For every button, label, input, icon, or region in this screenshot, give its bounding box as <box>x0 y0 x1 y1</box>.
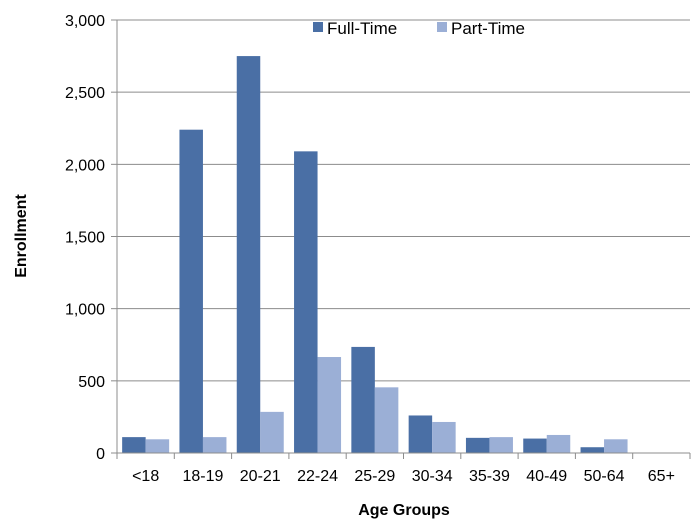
bar-full-time <box>294 151 318 454</box>
y-tick-label: 1,000 <box>65 302 105 319</box>
bar-part-time <box>317 357 342 453</box>
x-tick-label: 65+ <box>648 468 675 485</box>
x-tick-labels: <18 18-19 20-21 22-24 25-29 30-34 35-39 40-49 50… <box>132 468 675 485</box>
x-tick-label: 22-24 <box>297 468 338 485</box>
legend: Full-Time Part-Time <box>313 19 525 38</box>
legend-swatch-full-time <box>313 22 323 32</box>
bar-full-time <box>580 447 605 453</box>
x-tick-label: 50-64 <box>584 468 625 485</box>
bar-part-time <box>604 439 628 453</box>
y-tick-label: 2,500 <box>65 85 105 102</box>
bar-full-time <box>236 56 261 453</box>
axes <box>111 19 691 459</box>
bar-part-time <box>546 434 571 453</box>
bar-full-time <box>408 415 433 453</box>
legend-label-full-time: Full-Time <box>327 19 397 38</box>
bar-full-time <box>523 438 547 453</box>
bar-full-time <box>351 346 375 453</box>
bar-full-time <box>465 437 490 453</box>
x-tick-label: 20-21 <box>240 468 281 485</box>
bar-part-time <box>260 411 284 453</box>
bar-full-time <box>122 437 146 453</box>
y-tick-labels: 0 500 1,000 1,500 2,000 2,500 3,000 <box>65 13 105 463</box>
y-axis-title: Enrollment <box>13 194 30 278</box>
x-axis-title: Age Groups <box>358 502 450 519</box>
bar-part-time <box>145 439 170 453</box>
bar-part-time <box>432 421 456 453</box>
bars <box>122 56 685 454</box>
bar-part-time <box>374 387 399 453</box>
legend-label-part-time: Part-Time <box>451 19 525 38</box>
x-tick-label: 30-34 <box>412 468 453 485</box>
gridlines <box>117 19 690 382</box>
bar-full-time <box>179 129 203 453</box>
x-tick-label: 40-49 <box>526 468 567 485</box>
x-tick-label: 25-29 <box>354 468 395 485</box>
bar-part-time <box>489 437 513 453</box>
x-tick-label: 35-39 <box>469 468 510 485</box>
y-tick-label: 0 <box>96 446 105 463</box>
legend-swatch-part-time <box>437 22 447 32</box>
y-tick-label: 1,500 <box>65 230 105 247</box>
x-tick-label: <18 <box>132 468 159 485</box>
y-tick-label: 2,000 <box>65 157 105 174</box>
bar-part-time <box>202 437 227 453</box>
y-tick-label: 3,000 <box>65 13 105 30</box>
y-tick-label: 500 <box>78 374 105 391</box>
x-tick-label: 18-19 <box>182 468 223 485</box>
